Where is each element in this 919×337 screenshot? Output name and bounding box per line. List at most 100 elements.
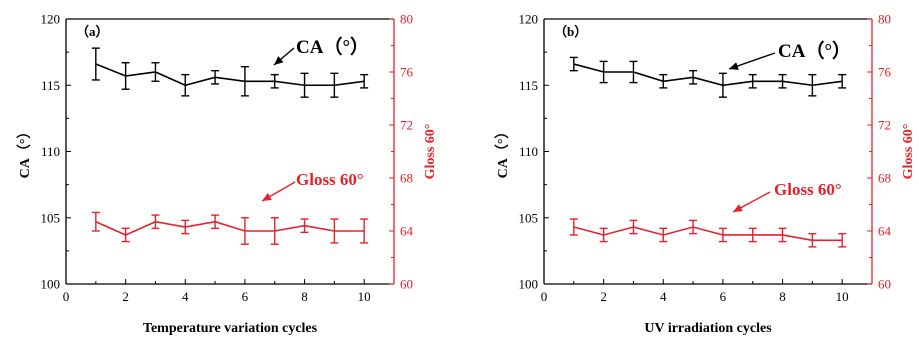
right-y-tick-label: 80: [878, 12, 891, 27]
annotation-label: CA（°）: [296, 35, 369, 58]
right-y-tick-label: 60: [878, 277, 891, 292]
error-bar-ca: [718, 72, 727, 98]
right-y-tick-label: 60: [400, 277, 413, 292]
x-tick-label: 8: [779, 289, 786, 304]
error-bar-ca: [360, 73, 369, 89]
series-line-ca: [573, 63, 843, 87]
error-bar-ca: [659, 73, 668, 89]
right-y-tick-label: 64: [400, 224, 414, 239]
annotation-label: CA（°）: [778, 39, 851, 62]
error-bar-gloss: [151, 214, 160, 230]
error-bar-ca: [599, 60, 608, 84]
left-y-tick-label: 120: [519, 12, 539, 27]
left-y-tick-label: 110: [41, 144, 60, 159]
error-bar-gloss: [240, 217, 249, 245]
x-tick-label: 10: [836, 289, 849, 304]
series-ca: [91, 47, 369, 98]
annotation-arrow-head: [262, 193, 272, 201]
error-bar-ca: [748, 73, 757, 89]
annotation-ca: CA（°）: [728, 39, 851, 70]
error-bar-ca: [181, 73, 190, 97]
annotation-ca: CA（°）: [273, 35, 369, 66]
error-bar-gloss: [121, 227, 130, 243]
error-bar-gloss: [330, 218, 339, 244]
chart-panel-a: 0 2 4 6 8 10100105110115120606468727680Temper…: [17, 12, 438, 337]
error-bar-ca: [270, 73, 279, 89]
series-gloss: [569, 218, 847, 248]
right-y-axis-label: Gloss 60°: [901, 124, 916, 180]
x-tick-label: 6: [242, 289, 249, 304]
left-y-tick-label: 110: [519, 144, 538, 159]
error-bar-gloss: [599, 227, 608, 243]
error-bar-gloss: [689, 219, 698, 235]
annotation-arrow-head: [733, 204, 743, 212]
error-bar-ca: [808, 73, 817, 97]
x-axis-label: Temperature variation cycles: [143, 321, 318, 336]
error-bar-ca: [211, 69, 220, 85]
x-axis-label: UV irradiation cycles: [644, 321, 772, 336]
x-tick-label: 6: [720, 289, 727, 304]
left-y-tick-label: 100: [519, 277, 539, 292]
x-tick-label: 0: [63, 289, 70, 304]
left-y-tick-label: 100: [41, 277, 61, 292]
right-y-tick-label: 68: [878, 171, 891, 186]
error-bar-gloss: [718, 227, 727, 243]
right-y-tick-label: 76: [878, 65, 892, 80]
error-bar-gloss: [659, 227, 668, 243]
error-bar-gloss: [211, 214, 220, 230]
annotation-label: Gloss 60°: [774, 180, 842, 199]
right-y-tick-label: 80: [400, 12, 413, 27]
x-tick-label: 10: [358, 289, 371, 304]
x-tick-label: 2: [122, 289, 129, 304]
annotation-gloss: Gloss 60°: [261, 170, 364, 202]
annotation-label: Gloss 60°: [296, 170, 364, 189]
left-y-axis-label: CA（°）: [17, 125, 33, 179]
error-bar-gloss: [748, 227, 757, 243]
error-bar-gloss: [569, 218, 578, 236]
error-bar-gloss: [629, 219, 638, 235]
annotation-arrow-head: [274, 56, 284, 65]
left-y-tick-label: 105: [519, 210, 539, 225]
right-y-tick-label: 64: [878, 224, 892, 239]
left-y-tick-label: 115: [519, 78, 538, 93]
error-bar-gloss: [838, 232, 847, 248]
error-bar-gloss: [808, 232, 817, 248]
error-bar-gloss: [360, 218, 369, 244]
right-y-tick-label: 72: [878, 118, 891, 133]
error-bar-ca: [778, 73, 787, 89]
left-y-tick-label: 115: [41, 78, 60, 93]
left-y-tick-label: 120: [41, 12, 61, 27]
right-y-tick-label: 68: [400, 171, 413, 186]
series-line-gloss: [573, 226, 843, 242]
annotation-arrow-head: [729, 62, 739, 70]
error-bar-ca: [91, 47, 100, 81]
error-bar-gloss: [778, 227, 787, 243]
panel-label: （b）: [554, 24, 587, 39]
error-bar-ca: [151, 62, 160, 82]
x-tick-label: 2: [600, 289, 607, 304]
x-tick-label: 0: [541, 289, 548, 304]
series-ca: [569, 56, 847, 98]
x-tick-label: 4: [660, 289, 667, 304]
error-bar-ca: [240, 65, 249, 97]
error-bar-ca: [629, 60, 638, 84]
error-bar-ca: [330, 72, 339, 98]
right-y-tick-label: 72: [400, 118, 413, 133]
series-line-ca: [95, 63, 365, 87]
error-bar-ca: [300, 72, 309, 98]
error-bar-gloss: [91, 211, 100, 232]
series-gloss: [91, 211, 369, 245]
error-bar-ca: [569, 56, 578, 72]
error-bar-ca: [121, 62, 130, 90]
error-bar-gloss: [181, 219, 190, 235]
annotation-gloss: Gloss 60°: [732, 180, 842, 213]
right-y-axis-label: Gloss 60°: [423, 124, 438, 180]
error-bar-gloss: [300, 218, 309, 234]
right-y-tick-label: 76: [400, 65, 414, 80]
left-y-tick-label: 105: [41, 210, 61, 225]
series-line-gloss: [95, 220, 365, 236]
panel-label: （a）: [76, 24, 109, 39]
x-tick-label: 4: [182, 289, 189, 304]
